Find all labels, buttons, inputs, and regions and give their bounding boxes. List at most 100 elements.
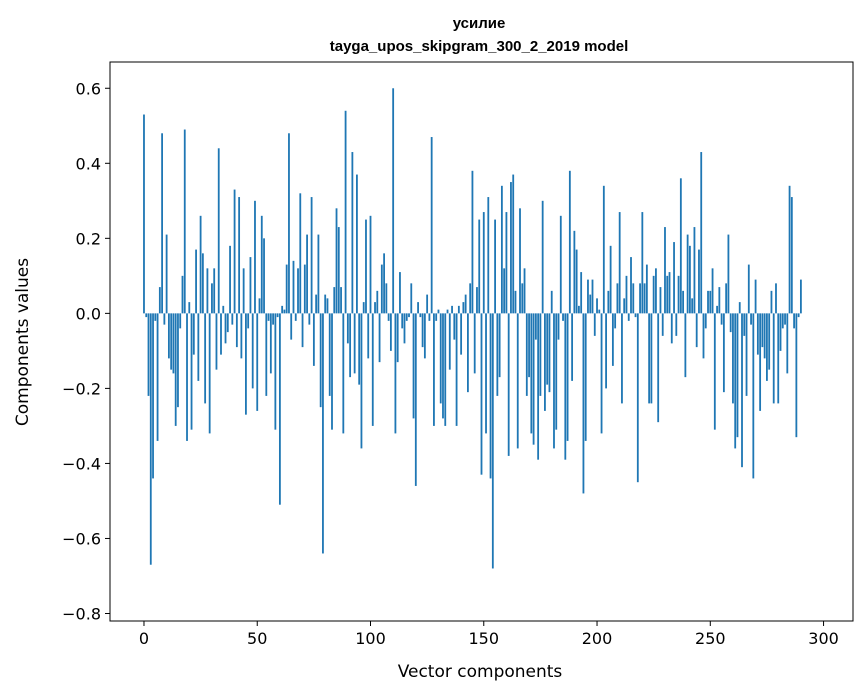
bar-86	[337, 227, 340, 314]
bar-91	[349, 313, 352, 378]
bar-39	[231, 313, 234, 325]
bar-249	[707, 290, 709, 314]
bar-50	[256, 313, 259, 411]
bar-12	[170, 313, 173, 370]
bar-229	[661, 313, 664, 336]
bar-18	[183, 129, 186, 314]
bar-45	[245, 313, 247, 415]
bar-167	[521, 283, 524, 314]
bar-177	[544, 313, 546, 411]
bar-6	[156, 313, 159, 441]
bar-236	[677, 275, 680, 314]
y-axis: 0.6 0.4 0.2 0.0 −0.2 −0.4 −0.6 −0.8	[62, 79, 110, 623]
bar-64	[288, 133, 290, 314]
bar-130	[437, 309, 440, 314]
bar-175	[539, 313, 542, 396]
bar-231	[666, 275, 669, 314]
bar-289	[797, 313, 800, 318]
bar-280	[777, 313, 780, 404]
bar-285	[788, 185, 791, 314]
bar-190	[573, 230, 576, 314]
bar-72	[306, 234, 308, 314]
bar-179	[548, 313, 551, 393]
bar-221	[643, 283, 646, 314]
bar-270	[754, 279, 757, 314]
bar-17	[181, 275, 184, 314]
bar-14	[174, 313, 177, 426]
bar-79	[322, 313, 324, 554]
bar-187	[566, 313, 569, 441]
bar-110	[392, 88, 395, 314]
bar-8	[161, 133, 163, 314]
bar-242	[691, 298, 694, 314]
y-tick-label: −0.6	[62, 529, 101, 548]
y-tick-label: 0.4	[76, 154, 101, 173]
bar-40	[233, 189, 236, 314]
y-tick-label: −0.2	[62, 379, 101, 398]
bar-227	[657, 313, 660, 423]
bar-78	[319, 313, 322, 408]
bar-9	[163, 313, 166, 325]
bar-48	[251, 313, 254, 389]
bar-218	[636, 313, 639, 483]
bar-169	[525, 313, 528, 396]
bar-243	[693, 227, 696, 314]
bar-290	[799, 279, 802, 314]
bar-266	[745, 313, 748, 396]
bar-287	[793, 313, 796, 329]
bar-75	[312, 313, 315, 366]
bar-16	[179, 313, 182, 329]
bar-87	[340, 287, 342, 314]
bar-241	[689, 245, 691, 314]
bar-238	[682, 290, 685, 314]
bar-101	[371, 313, 374, 426]
bar-173	[534, 313, 537, 340]
bar-104	[378, 313, 381, 363]
bar-234	[673, 242, 675, 314]
bar-121	[417, 302, 419, 314]
bar-47	[249, 257, 252, 314]
bar-61	[281, 305, 284, 314]
bar-119	[412, 313, 415, 419]
bar-209	[616, 283, 619, 314]
bar-41	[235, 313, 238, 348]
bar-183	[557, 313, 560, 340]
bar-198	[591, 279, 594, 314]
bar-115	[403, 313, 406, 344]
bar-237	[679, 178, 682, 314]
bar-213	[625, 275, 628, 314]
bar-180	[550, 290, 553, 314]
bar-148	[478, 219, 481, 314]
bar-188	[568, 170, 571, 314]
bar-66	[292, 260, 295, 314]
bar-46	[247, 313, 250, 329]
bar-105	[380, 264, 383, 314]
x-tick-label: 100	[355, 629, 386, 648]
y-tick-label: 0.0	[76, 304, 101, 323]
bar-168	[523, 268, 526, 314]
y-tick-label: −0.4	[62, 454, 101, 473]
bar-159	[503, 268, 506, 314]
bar-83	[331, 313, 333, 430]
bar-239	[684, 313, 687, 378]
bar-4	[152, 313, 154, 479]
bar-205	[607, 290, 610, 314]
bar-43	[240, 313, 243, 359]
bar-244	[695, 313, 698, 348]
bar-191	[575, 249, 578, 314]
bar-194	[582, 313, 585, 494]
bar-31	[213, 268, 216, 314]
bar-146	[473, 313, 476, 374]
bar-154	[491, 313, 494, 569]
bar-117	[408, 313, 410, 318]
bar-99	[367, 313, 370, 359]
bar-80	[324, 294, 327, 314]
bar-113	[399, 272, 401, 314]
bar-211	[621, 313, 623, 404]
x-axis-label: Vector components	[398, 662, 563, 682]
bar-60	[278, 313, 281, 505]
bar-155	[494, 219, 496, 314]
bar-19	[186, 313, 188, 441]
bar-132	[442, 313, 444, 419]
